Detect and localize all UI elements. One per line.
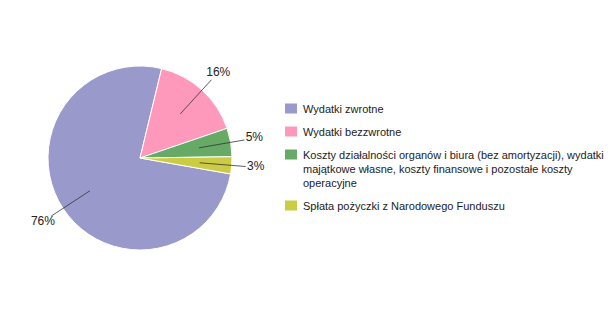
legend-label: Koszty działalności organów i biura (bez…: [303, 149, 607, 189]
legend-swatch: [285, 201, 297, 211]
legend-label: Wydatki bezzwrotne: [303, 126, 401, 138]
slices: [48, 66, 232, 250]
legend-item: Wydatki zwrotne: [285, 103, 384, 115]
data-labels: 76% 16% 5% 3%: [31, 65, 265, 228]
legend-label: Wydatki zwrotne: [303, 103, 384, 115]
data-label: 3%: [247, 159, 265, 173]
chart: 76% 16% 5% 3% Wydatki zwrotne Wydatki bezzwro…: [0, 0, 616, 316]
data-label: 76%: [31, 214, 55, 228]
leader-line: [200, 163, 246, 167]
data-label: 5%: [246, 130, 264, 144]
leader-line: [180, 80, 211, 114]
legend-swatch: [285, 127, 297, 137]
legend-label: Spłata pożyczki z Narodowego Funduszu: [303, 200, 505, 212]
legend-swatch: [285, 150, 297, 160]
legend: Wydatki zwrotne Wydatki bezzwrotne Koszty …: [285, 103, 607, 212]
pie-slice: [140, 157, 232, 174]
pie: 76% 16% 5% 3%: [31, 65, 265, 250]
legend-item: Wydatki bezzwrotne: [285, 126, 401, 138]
pie-slice: [140, 128, 232, 158]
data-label: 16%: [206, 65, 230, 79]
legend-item: Spłata pożyczki z Narodowego Funduszu: [285, 200, 505, 212]
leader-line: [199, 140, 245, 148]
legend-item: Koszty działalności organów i biura (bez…: [285, 149, 607, 189]
leader-line: [51, 191, 90, 216]
legend-swatch: [285, 104, 297, 114]
